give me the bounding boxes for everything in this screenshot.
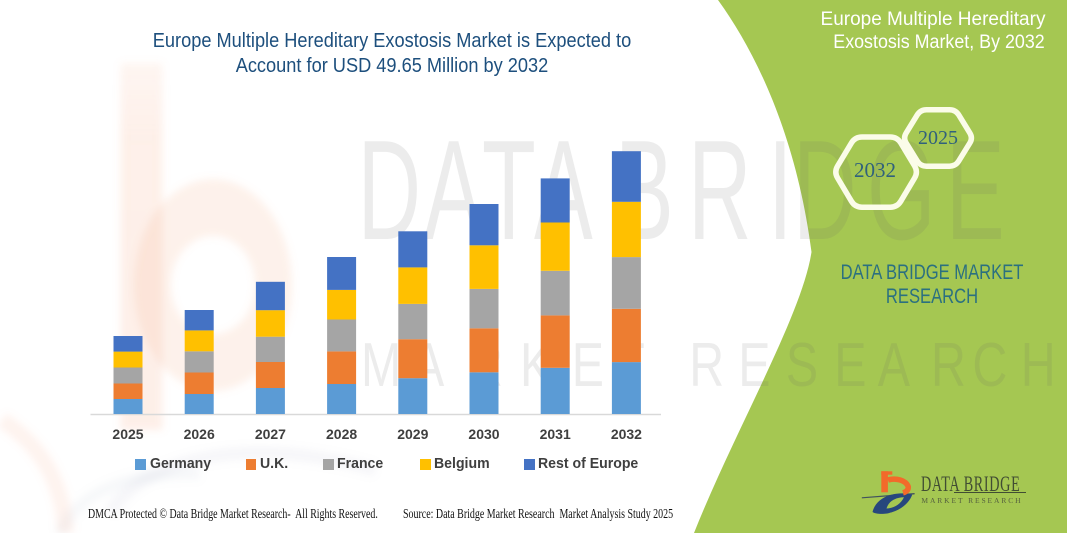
svg-text:MARKETRESEARCH: MARKETRESEARCH <box>361 330 1056 399</box>
